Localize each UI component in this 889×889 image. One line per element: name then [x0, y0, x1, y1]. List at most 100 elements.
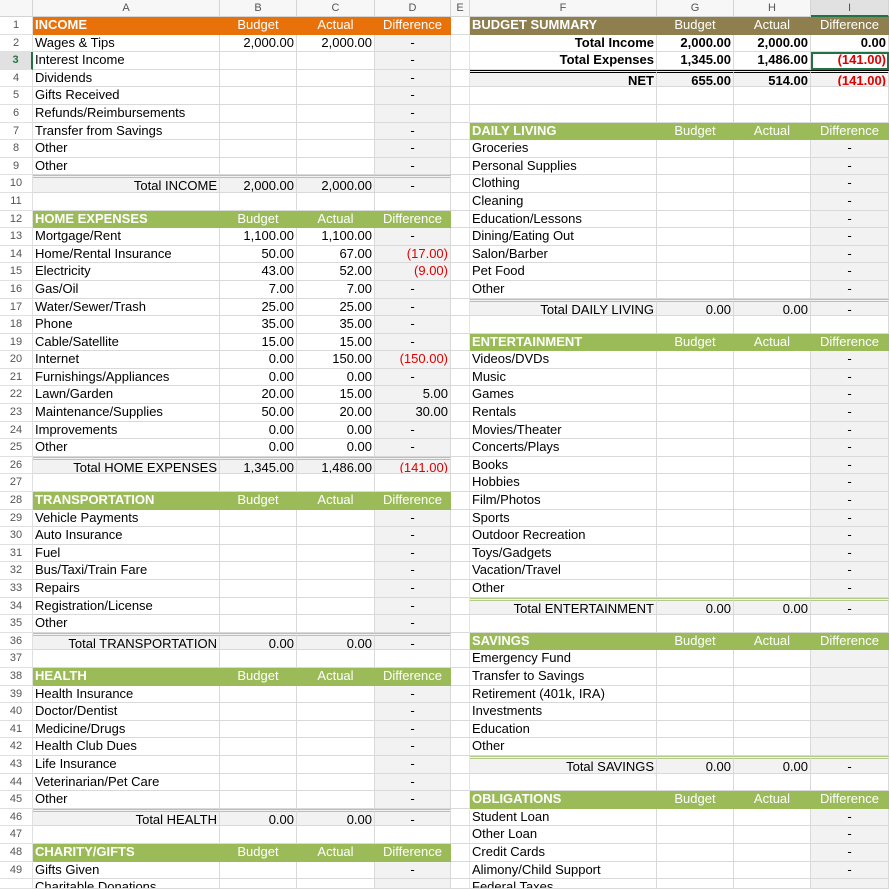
value-cell-i48[interactable]: - [811, 843, 889, 862]
value-cell-g20[interactable] [657, 351, 734, 369]
column-label-h7[interactable]: Actual [734, 122, 811, 141]
value-cell-i18[interactable] [811, 316, 889, 334]
row-label-f28[interactable]: Film/Photos [470, 492, 657, 510]
value-cell-b23[interactable]: 50.00 [220, 404, 297, 422]
row-label-a40[interactable]: Doctor/Dentist [33, 703, 220, 721]
value-cell-b29[interactable] [220, 509, 297, 528]
column-label-i1[interactable]: Difference [811, 17, 889, 35]
value-cell-h49[interactable] [734, 861, 811, 880]
row-header-46[interactable]: 46 [0, 808, 33, 827]
value-cell-h5[interactable] [734, 87, 811, 105]
section-header-f7[interactable]: DAILY LIVING [470, 122, 657, 141]
cell-e26[interactable] [451, 456, 470, 475]
row-label-f27[interactable]: Hobbies [470, 474, 657, 493]
cell-e47[interactable] [451, 826, 470, 844]
value-cell-c29[interactable] [297, 509, 375, 528]
value-cell-d13[interactable]: - [375, 228, 451, 246]
value-cell-i14[interactable]: - [811, 245, 889, 264]
cell-e19[interactable] [451, 333, 470, 352]
value-cell-h23[interactable] [734, 404, 811, 422]
column-label-b38[interactable]: Budget [220, 667, 297, 686]
cell-e48[interactable] [451, 843, 470, 862]
row-label-a19[interactable]: Cable/Satellite [33, 333, 220, 352]
value-cell-h32[interactable] [734, 562, 811, 580]
value-cell-g37[interactable] [657, 650, 734, 668]
value-cell-d23[interactable]: 30.00 [375, 404, 451, 422]
row-label-f48[interactable]: Credit Cards [470, 843, 657, 862]
value-cell-c40[interactable] [297, 703, 375, 721]
row-header-13[interactable]: 13 [0, 228, 33, 246]
value-cell-d24[interactable]: - [375, 421, 451, 440]
cell-e13[interactable] [451, 228, 470, 246]
value-cell-c16[interactable]: 7.00 [297, 280, 375, 299]
cell-e11[interactable] [451, 192, 470, 211]
row-label-f46[interactable]: Student Loan [470, 808, 657, 827]
value-cell-d44[interactable]: - [375, 773, 451, 792]
value-cell-b20[interactable]: 0.00 [220, 351, 297, 369]
value-cell-i46[interactable]: - [811, 808, 889, 827]
value-cell-d16[interactable]: - [375, 280, 451, 299]
cell-e6[interactable] [451, 104, 470, 123]
row-label-a22[interactable]: Lawn/Garden [33, 386, 220, 405]
cell-e27[interactable] [451, 474, 470, 493]
row-label-f22[interactable]: Games [470, 386, 657, 405]
row-label-f5[interactable] [470, 87, 657, 105]
row-header-36[interactable]: 36 [0, 632, 33, 651]
row-label-a14[interactable]: Home/Rental Insurance [33, 245, 220, 264]
row-header-1[interactable]: 1 [0, 17, 33, 35]
value-cell-i9[interactable]: - [811, 157, 889, 176]
value-cell-i2[interactable]: 0.00 [811, 34, 889, 53]
value-cell-h48[interactable] [734, 843, 811, 862]
cell-e42[interactable] [451, 738, 470, 756]
row-label-a20[interactable]: Internet [33, 351, 220, 369]
value-cell-c10[interactable]: 2,000.00 [297, 175, 375, 193]
row-label-f44[interactable] [470, 773, 657, 792]
value-cell-i31[interactable]: - [811, 544, 889, 563]
value-cell-h13[interactable] [734, 228, 811, 246]
column-label-d12[interactable]: Difference [375, 210, 451, 229]
value-cell-h41[interactable] [734, 720, 811, 739]
value-cell-d18[interactable]: - [375, 316, 451, 334]
cell-e29[interactable] [451, 509, 470, 528]
value-cell-b30[interactable] [220, 527, 297, 545]
row-label-a46[interactable]: Total HEALTH [33, 808, 220, 827]
row-header-42[interactable]: 42 [0, 738, 33, 756]
value-cell-i42[interactable] [811, 738, 889, 756]
value-cell-h42[interactable] [734, 738, 811, 756]
value-cell-c36[interactable]: 0.00 [297, 632, 375, 651]
row-header-40[interactable]: 40 [0, 703, 33, 721]
row-header-38[interactable]: 38 [0, 667, 33, 686]
section-header-f19[interactable]: ENTERTAINMENT [470, 333, 657, 352]
row-header-29[interactable]: 29 [0, 509, 33, 528]
value-cell-h15[interactable] [734, 263, 811, 281]
cell-e15[interactable] [451, 263, 470, 281]
value-cell-d11[interactable] [375, 192, 451, 211]
section-header-a1[interactable]: INCOME [33, 17, 220, 35]
row-label-f29[interactable]: Sports [470, 509, 657, 528]
row-header-25[interactable]: 25 [0, 439, 33, 457]
value-cell-g6[interactable] [657, 104, 734, 123]
value-cell-d31[interactable]: - [375, 544, 451, 563]
row-header-35[interactable]: 35 [0, 615, 33, 633]
row-label-a34[interactable]: Registration/License [33, 597, 220, 616]
column-label-c28[interactable]: Actual [297, 492, 375, 510]
value-cell-b6[interactable] [220, 104, 297, 123]
value-cell-h10[interactable] [734, 175, 811, 193]
value-cell-h47[interactable] [734, 826, 811, 844]
value-cell-i43[interactable]: - [811, 755, 889, 774]
column-label-d28[interactable]: Difference [375, 492, 451, 510]
row-label-a21[interactable]: Furnishings/Appliances [33, 368, 220, 387]
value-cell-i24[interactable]: - [811, 421, 889, 440]
row-label-a29[interactable]: Vehicle Payments [33, 509, 220, 528]
value-cell-d21[interactable]: - [375, 368, 451, 387]
value-cell-b5[interactable] [220, 87, 297, 105]
row-header-7[interactable]: 7 [0, 122, 33, 141]
value-cell-g17[interactable]: 0.00 [657, 298, 734, 317]
row-label-f18[interactable] [470, 316, 657, 334]
value-cell-b24[interactable]: 0.00 [220, 421, 297, 440]
value-cell-d8[interactable]: - [375, 140, 451, 158]
cell-e35[interactable] [451, 615, 470, 633]
value-cell-b37[interactable] [220, 650, 297, 668]
value-cell-i17[interactable]: - [811, 298, 889, 317]
value-cell-b27[interactable] [220, 474, 297, 493]
